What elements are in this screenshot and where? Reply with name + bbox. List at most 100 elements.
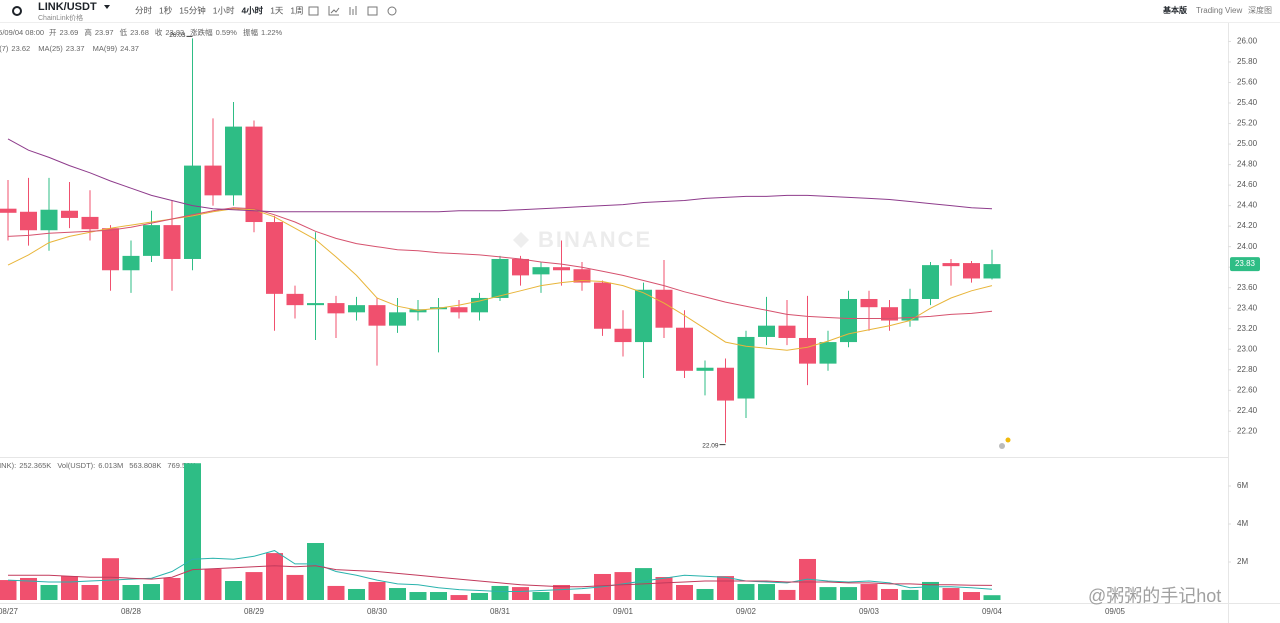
- candle-body: [635, 289, 652, 343]
- icon-more[interactable]: [387, 6, 397, 16]
- volume-bar: [676, 584, 693, 600]
- y-tick-label: 25.60: [1237, 78, 1258, 87]
- logo[interactable]: [12, 6, 22, 16]
- y-tick-label: 6M: [1237, 481, 1248, 490]
- info-datetime: 25/09/04 08:00: [0, 28, 44, 37]
- interval-tab[interactable]: 4小时: [241, 5, 263, 15]
- candle-body: [942, 263, 960, 267]
- volume-bar: [942, 588, 960, 600]
- x-tick-label: 08/29: [244, 607, 265, 616]
- volume-bar: [860, 584, 878, 600]
- candle-body: [204, 165, 222, 196]
- candle-body: [799, 337, 816, 364]
- candle-body: [266, 222, 283, 294]
- candle-body: [286, 293, 304, 306]
- volume-bar: [122, 584, 140, 600]
- volume-bar: [184, 463, 201, 600]
- candle-body: [122, 255, 140, 271]
- low-marker: 22.09: [702, 442, 719, 449]
- legend-value: 23.62: [11, 44, 30, 53]
- subtitle[interactable]: ChainLink价格: [38, 13, 83, 22]
- view-tab[interactable]: Trading View: [1196, 6, 1242, 15]
- view-tab[interactable]: 基本版: [1162, 5, 1187, 15]
- volume-bar: [307, 543, 324, 600]
- volume-bar: [163, 577, 181, 600]
- candle-body: [860, 298, 878, 308]
- volume-bar: [266, 553, 283, 600]
- volume-bar: [81, 584, 99, 600]
- marker-icon[interactable]: [999, 443, 1005, 449]
- volume-bar: [758, 584, 775, 600]
- x-tick-label: 09/03: [859, 607, 880, 616]
- candle-body: [348, 305, 365, 313]
- info-label: 涨跌幅: [190, 27, 213, 37]
- legend-name: MA(25): [38, 44, 63, 53]
- y-tick-label: 24.20: [1237, 221, 1258, 230]
- x-tick-label: 09/02: [736, 607, 757, 616]
- volume-bar: [901, 589, 919, 600]
- volume-bar: [20, 577, 37, 600]
- tool-icons: [308, 6, 397, 16]
- icon-settings[interactable]: [349, 6, 357, 15]
- volume-bar: [532, 592, 550, 600]
- candle-body: [901, 298, 919, 321]
- interval-tab[interactable]: 1天: [270, 5, 284, 15]
- marker-dot[interactable]: [1005, 437, 1011, 443]
- volume-bar: [737, 584, 755, 600]
- interval-tab[interactable]: 1小时: [213, 5, 235, 15]
- legend-value: 24.37: [120, 44, 139, 53]
- info-label: 开: [49, 28, 57, 37]
- candle-body: [225, 126, 242, 196]
- volume-bar: [573, 593, 591, 600]
- icon-calendar[interactable]: [308, 6, 319, 16]
- watermark-text: BINANCE: [538, 227, 652, 252]
- volume-bar: [286, 574, 304, 600]
- interval-tab[interactable]: 15分钟: [179, 5, 205, 15]
- x-tick-label: 08/27: [0, 607, 19, 616]
- y-tick-label: 25.00: [1237, 139, 1258, 148]
- candle-body: [881, 307, 898, 321]
- candle-body: [778, 325, 796, 338]
- volume-bar: [553, 584, 570, 600]
- volume-bar: [409, 592, 427, 600]
- candle-body: [696, 367, 714, 371]
- info-change: 0.59%: [216, 28, 238, 37]
- interval-tab[interactable]: 1周: [290, 5, 303, 15]
- candle-body: [471, 297, 488, 313]
- candle-body: [0, 208, 17, 213]
- volume-bar: [963, 592, 980, 600]
- y-tick-label: 24.00: [1237, 242, 1258, 251]
- candle-body: [594, 282, 611, 329]
- candle-body: [655, 289, 673, 328]
- last-price: 23.83: [1235, 259, 1256, 268]
- y-tick-label: 23.40: [1237, 303, 1258, 312]
- volume-bar: [143, 584, 160, 600]
- candle-body: [676, 327, 693, 371]
- candle-body: [368, 305, 386, 326]
- y-tick-label: 22.20: [1237, 426, 1258, 435]
- candle-body: [922, 265, 939, 299]
- last-price-tag: [1230, 257, 1260, 272]
- candle-body: [327, 303, 345, 314]
- interval-tab[interactable]: 1秒: [159, 5, 173, 15]
- volume-bar: [819, 587, 837, 600]
- candle-body: [758, 325, 775, 337]
- y-tick-label: 22.80: [1237, 365, 1258, 374]
- icon-layout[interactable]: [367, 6, 378, 16]
- candle-body: [307, 303, 324, 306]
- legend-value: 563.808K: [129, 461, 161, 470]
- volume-bar: [450, 595, 468, 600]
- x-tick-label: 08/31: [490, 607, 511, 616]
- candle-body: [963, 263, 980, 279]
- symbol[interactable]: LINK/USDT: [38, 1, 97, 13]
- candle-body: [20, 211, 37, 231]
- candle-body: [389, 312, 406, 326]
- interval-tab[interactable]: 分时: [135, 5, 153, 15]
- candle-body: [102, 228, 119, 271]
- icon-indicator[interactable]: [328, 6, 340, 16]
- volume-bar: [983, 595, 1001, 600]
- view-tab[interactable]: 深度图: [1248, 5, 1272, 15]
- symbol-dropdown[interactable]: [104, 5, 110, 9]
